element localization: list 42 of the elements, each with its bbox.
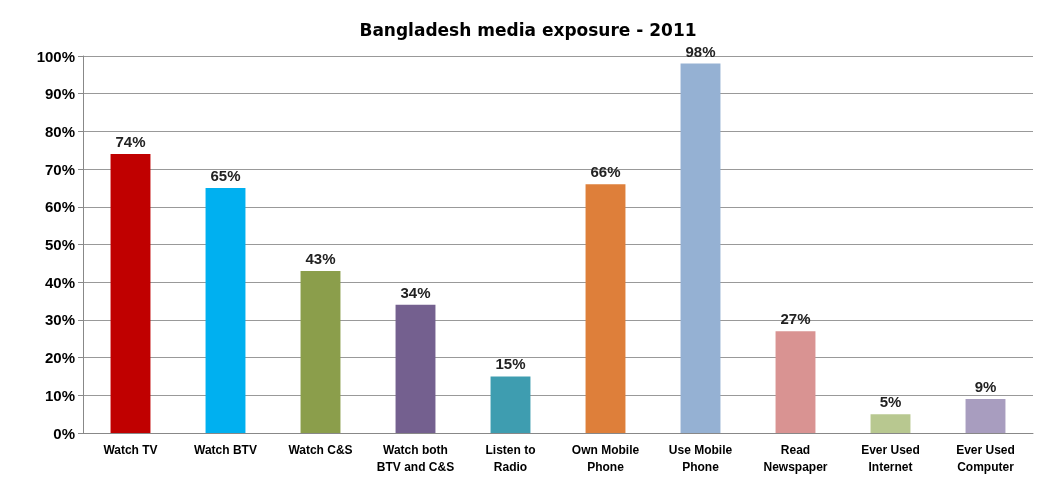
bar xyxy=(490,376,531,433)
x-tick-label: Watch BTV xyxy=(194,442,257,457)
data-label: 98% xyxy=(685,42,716,60)
x-tick-label: Watch both BTV and C&S xyxy=(376,442,455,474)
y-tick-label: 20% xyxy=(44,349,75,367)
data-label: 9% xyxy=(974,378,997,396)
bar xyxy=(110,154,151,433)
y-tick-label: 70% xyxy=(44,160,75,178)
x-tick-label: Read Newspaper xyxy=(763,442,828,474)
data-label: 66% xyxy=(590,163,621,181)
x-tick-label: Own Mobile Phone xyxy=(571,442,640,474)
data-label: 27% xyxy=(780,310,811,328)
data-label: 43% xyxy=(305,249,336,267)
x-tick-label: Watch C&S xyxy=(288,442,353,457)
x-tick-label: Ever Used Computer xyxy=(956,442,1015,474)
bar xyxy=(965,399,1006,433)
x-tick-label: Watch TV xyxy=(103,442,158,457)
bar xyxy=(775,331,816,433)
bar xyxy=(585,184,626,433)
bar xyxy=(395,304,436,433)
data-label: 74% xyxy=(115,133,146,151)
x-tick-label: Ever Used Internet xyxy=(861,442,920,474)
bar xyxy=(680,63,721,433)
y-tick-label: 50% xyxy=(44,236,75,253)
y-tick-label: 10% xyxy=(44,386,75,404)
x-tick-label: Listen to Radio xyxy=(485,442,536,474)
bar xyxy=(205,187,246,433)
bar xyxy=(300,270,341,433)
y-tick-label: 100% xyxy=(36,47,75,65)
data-label: 34% xyxy=(400,283,431,301)
x-tick-label: Use Mobile Phone xyxy=(668,442,733,474)
data-label: 65% xyxy=(210,166,241,184)
y-tick-label: 90% xyxy=(44,85,75,103)
y-tick-label: 30% xyxy=(44,311,75,329)
data-label: 5% xyxy=(879,393,902,411)
data-label: 15% xyxy=(495,355,526,373)
y-tick-label: 0% xyxy=(53,424,75,442)
y-tick-label: 80% xyxy=(44,122,75,140)
bar xyxy=(870,414,911,433)
y-tick-label: 60% xyxy=(44,198,75,216)
y-tick-label: 40% xyxy=(44,273,75,291)
chart-title: Bangladesh media exposure - 2011 xyxy=(359,19,697,40)
